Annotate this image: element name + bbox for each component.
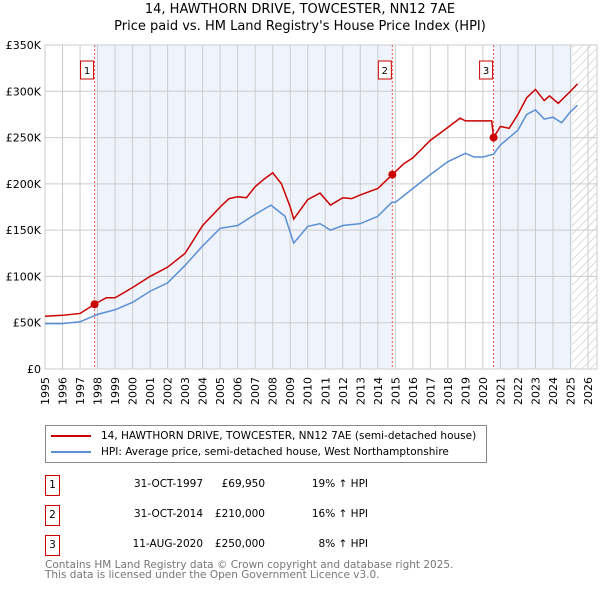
legend-swatch-blue (51, 451, 91, 453)
chart-title: 14, HAWTHORN DRIVE, TOWCESTER, NN12 7AE (144, 2, 456, 17)
x-tick-label: 2002 (162, 377, 175, 405)
transaction-price: £210,000 (214, 508, 265, 520)
transaction-hpi: 8% ↑ HPI (318, 538, 368, 550)
transaction-hpi: 19% ↑ HPI (311, 478, 368, 490)
footer-line: This data is licensed under the Open Gov… (45, 569, 380, 581)
transaction-label: 3 (483, 66, 489, 77)
y-tick-label: £250K (6, 132, 42, 145)
legend-swatch-red (51, 435, 91, 437)
transaction-point (489, 133, 498, 142)
x-tick-label: 2024 (547, 377, 560, 405)
x-tick-label: 2017 (424, 377, 437, 405)
x-tick-label: 2019 (459, 377, 472, 405)
transaction-date: 31-OCT-2014 (134, 508, 203, 520)
legend-item-property: 14, HAWTHORN DRIVE, TOWCESTER, NN12 7AE … (51, 430, 476, 442)
chart-subtitle: Price paid vs. HM Land Registry's House … (114, 19, 486, 34)
transaction-number: 2 (45, 505, 60, 526)
x-tick-label: 1999 (109, 377, 122, 405)
footer-line: Contains HM Land Registry data © Crown c… (45, 559, 454, 571)
x-tick-label: 2010 (302, 377, 315, 405)
price-paid-line (44, 83, 579, 317)
transaction-row: 2 31-OCT-2014 £210,000 16% ↑ HPI (45, 505, 445, 526)
hpi-line (45, 104, 578, 325)
plot-frame (44, 44, 598, 370)
transaction-price: £250,000 (214, 538, 265, 550)
x-tick-label: 2003 (179, 377, 192, 405)
x-tick-label: 2012 (337, 377, 350, 405)
chart-area: 1995 1996 1997 1998 1999 2000 2001 2002 2003 2004… (6, 39, 598, 405)
x-tick-label: 2015 (389, 377, 402, 405)
shaded-region (94, 45, 393, 369)
shaded-region (493, 45, 573, 369)
transaction-number: 3 (45, 535, 60, 556)
x-tick-label: 2011 (319, 377, 332, 405)
x-tick-label: 2021 (494, 377, 507, 405)
transaction-point (90, 300, 99, 309)
transaction-hpi: 16% ↑ HPI (311, 508, 368, 520)
x-tick-label: 2006 (232, 377, 245, 405)
y-tick-label: £150K (6, 224, 42, 237)
x-tick-label: 1995 (39, 377, 52, 405)
transaction-price: £69,950 (221, 478, 265, 490)
y-tick-label: £0 (27, 363, 41, 376)
x-tick-label: 2018 (442, 377, 455, 405)
x-tick-label: 2009 (284, 377, 297, 405)
legend-label: HPI: Average price, semi-detached house,… (101, 446, 449, 458)
y-tick-label: £350K (6, 39, 42, 52)
x-tick-label: 2001 (144, 377, 157, 405)
x-tick-label: 2020 (477, 377, 490, 405)
x-tick-label: 2013 (354, 377, 367, 405)
x-tick-label: 2008 (267, 377, 280, 405)
x-tick-label: 2004 (197, 377, 210, 405)
transaction-label: 1 (84, 66, 90, 77)
transaction-label: 2 (382, 66, 388, 77)
transaction-row: 3 11-AUG-2020 £250,000 8% ↑ HPI (45, 535, 445, 556)
transaction-label-box (80, 60, 95, 80)
y-tick-label: £100K (6, 270, 42, 283)
x-tick-label: 2026 (582, 377, 595, 405)
x-tick-label: 1996 (57, 377, 70, 405)
x-tick-label: 2007 (249, 377, 262, 405)
legend-label: 14, HAWTHORN DRIVE, TOWCESTER, NN12 7AE … (101, 430, 477, 442)
x-tick-label: 1998 (92, 377, 105, 405)
y-tick-label: £300K (6, 85, 42, 98)
x-tick-label: 2000 (127, 377, 140, 405)
y-tick-label: £50K (13, 317, 42, 330)
transaction-date: 31-OCT-1997 (134, 478, 203, 490)
x-tick-label: 1997 (74, 377, 87, 405)
y-tick-label: £200K (6, 178, 42, 191)
x-tick-label: 2014 (372, 377, 385, 405)
transaction-label-box (479, 60, 494, 80)
x-tick-label: 2005 (214, 377, 227, 405)
footer: Contains HM Land Registry data © Crown c… (45, 559, 454, 581)
x-tick-label: 2022 (512, 377, 525, 405)
x-tick-label: 2016 (407, 377, 420, 405)
legend: 14, HAWTHORN DRIVE, TOWCESTER, NN12 7AE … (45, 425, 487, 463)
transaction-row: 1 31-OCT-1997 £69,950 19% ↑ HPI (45, 475, 445, 496)
transaction-point (388, 170, 397, 179)
transaction-date: 11-AUG-2020 (132, 538, 203, 550)
x-tick-label: 2023 (529, 377, 542, 405)
x-tick-label: 2025 (564, 377, 577, 405)
transaction-label-box (377, 60, 392, 80)
forecast-hatch (572, 45, 597, 369)
transaction-number: 1 (45, 475, 60, 496)
legend-item-hpi: HPI: Average price, semi-detached house,… (51, 446, 449, 458)
